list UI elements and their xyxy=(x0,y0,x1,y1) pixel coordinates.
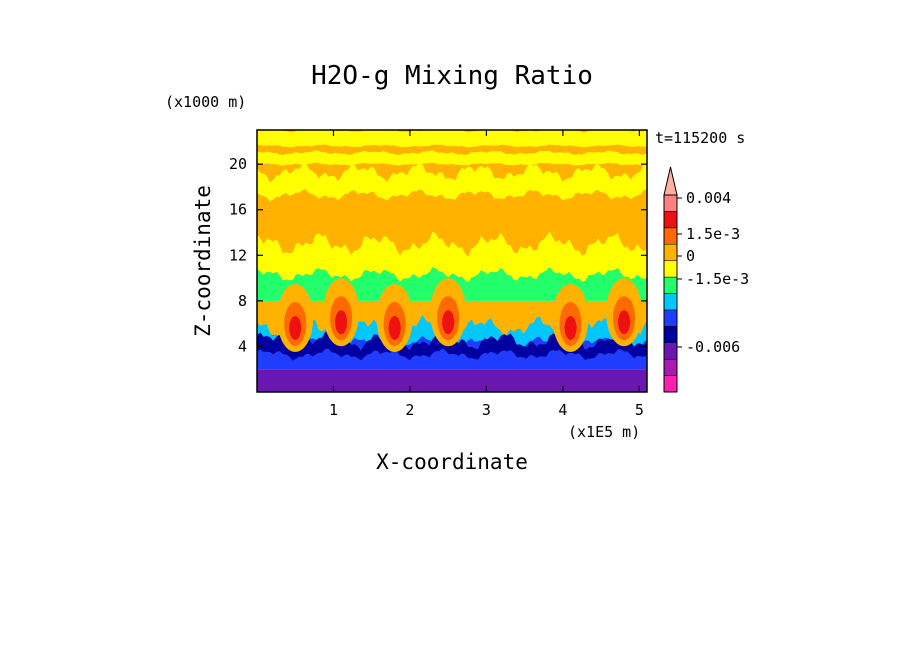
plume-core xyxy=(289,315,302,340)
y-tick-label: 16 xyxy=(229,201,247,219)
colorbar-segment xyxy=(663,211,678,229)
colorbar-segment xyxy=(663,375,678,393)
plume-core xyxy=(618,310,631,335)
x-units-label: (x1E5 m) xyxy=(568,423,640,441)
colorbar-label: 0.004 xyxy=(686,189,731,207)
plume-core xyxy=(564,315,577,340)
y-tick-label: 8 xyxy=(238,292,247,310)
x-tick-label: 5 xyxy=(635,401,644,419)
y-axis-label: Z-coordinate xyxy=(191,185,215,337)
plot-area xyxy=(257,130,647,392)
y-tick-label: 20 xyxy=(229,155,247,173)
contour-band xyxy=(257,162,647,202)
colorbar-segment xyxy=(663,194,678,212)
colorbar-label: -1.5e-3 xyxy=(686,270,749,288)
y-axis: 4 8 12 16 20 xyxy=(229,155,647,355)
contour-band xyxy=(257,150,647,166)
colorbar-segment xyxy=(663,342,678,360)
x-tick-label: 4 xyxy=(558,401,567,419)
colorbar-segment xyxy=(663,227,678,245)
plot-frame xyxy=(256,129,648,393)
y-units-label: (x1000 m) xyxy=(165,93,246,111)
colorbar-segment xyxy=(663,244,678,261)
colorbar-segment xyxy=(663,358,678,376)
plume-core xyxy=(388,315,401,340)
colorbar-segment xyxy=(663,260,678,278)
plume-core xyxy=(442,310,455,335)
colorbar-segment xyxy=(663,309,678,327)
x-axis: 1 2 3 4 5 xyxy=(329,130,644,419)
colorbar-label: 0 xyxy=(686,247,695,265)
y-tick-label: 4 xyxy=(238,337,247,355)
colorbar-label: -0.006 xyxy=(686,338,740,356)
contour-band xyxy=(257,130,647,148)
x-tick-label: 1 xyxy=(329,401,338,419)
colorbar-arrow xyxy=(663,166,678,196)
x-axis-label: X-coordinate xyxy=(376,450,528,474)
colorbar: 0.004 1.5e-3 0 -1.5e-3 -0.006 xyxy=(663,166,749,393)
colorbar-segment xyxy=(663,276,678,294)
contour-band xyxy=(257,231,647,283)
plume-core xyxy=(335,310,348,335)
time-label: t=115200 s xyxy=(655,129,745,147)
colorbar-label: 1.5e-3 xyxy=(686,225,740,243)
colorbar-segment xyxy=(663,326,678,344)
chart-title: H2O-g Mixing Ratio xyxy=(311,61,593,91)
contour-layer xyxy=(257,369,647,392)
contour-band xyxy=(257,331,647,361)
colorbar-frame xyxy=(663,194,678,393)
y-tick-label: 12 xyxy=(229,246,247,264)
x-tick-label: 2 xyxy=(405,401,414,419)
colorbar-segment xyxy=(663,293,678,311)
x-tick-label: 3 xyxy=(482,401,491,419)
